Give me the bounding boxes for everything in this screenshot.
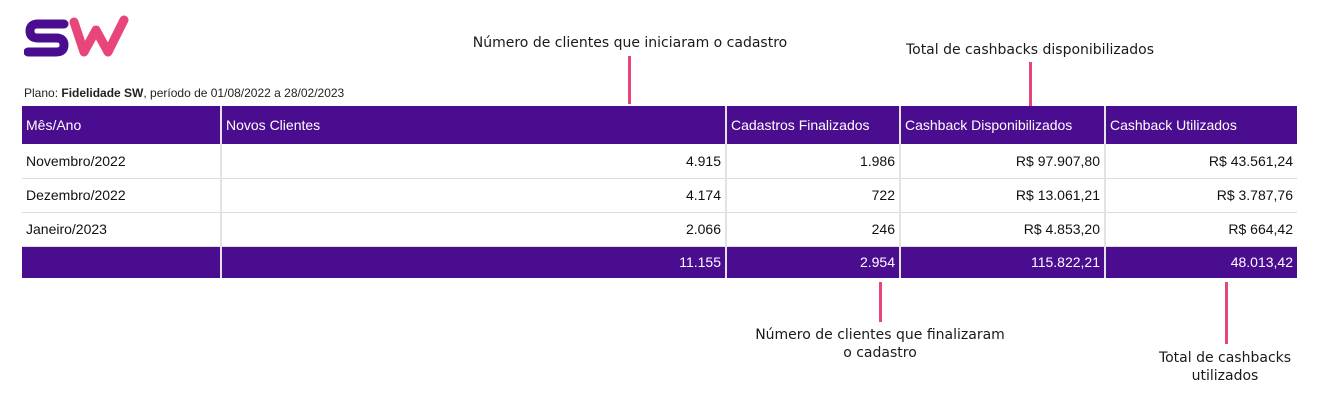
total-novos-clientes: 11.155 — [221, 246, 727, 278]
cell-cadastros-finalizados: 246 — [726, 212, 901, 247]
cell-cadastros-finalizados: 1.986 — [726, 144, 901, 179]
cell-cadastros-finalizados: 722 — [726, 178, 901, 213]
header-row: Mês/Ano Novos Clientes Cadastros Finaliz… — [22, 106, 1297, 144]
annotation-line-cadastros-finalizados — [879, 282, 882, 322]
header-mes-ano: Mês/Ano — [22, 106, 222, 144]
cell-mes-ano: Janeiro/2023 — [22, 212, 222, 247]
annotation-cadastros-finalizados-line2: o cadastro — [843, 345, 917, 361]
annotation-cashback-utilizados: Total de cashbacks utilizados — [1130, 349, 1317, 385]
annotation-novos-clientes: Número de clientes que iniciaram o cadas… — [472, 35, 788, 51]
annotation-cashback-utilizados-line1: Total de cashbacks — [1158, 350, 1292, 366]
header-cashback-utilizados: Cashback Utilizados — [1105, 106, 1297, 144]
cell-cashback-disponibilizados: R$ 97.907,80 — [900, 144, 1106, 179]
table-row: Novembro/2022 4.915 1.986 R$ 97.907,80 R… — [22, 144, 1297, 179]
header-cadastros-finalizados: Cadastros Finalizados — [726, 106, 901, 144]
annotation-line-cashback-disponibilizados — [1029, 62, 1032, 106]
totals-row: 11.155 2.954 115.822,21 48.013,42 — [22, 246, 1297, 278]
header-cashback-disponibilizados: Cashback Disponibilizados — [900, 106, 1106, 144]
annotation-line-cashback-utilizados — [1225, 282, 1228, 344]
annotation-cadastros-finalizados: Número de clientes que finalizaram o cad… — [720, 326, 1040, 362]
cell-cashback-utilizados: R$ 3.787,76 — [1105, 178, 1297, 213]
annotation-cashback-utilizados-line2: utilizados — [1191, 368, 1259, 384]
plan-info: Plano: Fidelidade SW, período de 01/08/2… — [24, 86, 344, 100]
cell-mes-ano: Dezembro/2022 — [22, 178, 222, 213]
cell-cashback-disponibilizados: R$ 13.061,21 — [900, 178, 1106, 213]
cell-novos-clientes: 2.066 — [221, 212, 727, 247]
total-cadastros-finalizados: 2.954 — [726, 246, 901, 278]
cell-mes-ano: Novembro/2022 — [22, 144, 222, 179]
total-cashback-utilizados: 48.013,42 — [1105, 246, 1297, 278]
annotation-line-novos-clientes — [628, 56, 631, 104]
cell-cashback-utilizados: R$ 43.561,24 — [1105, 144, 1297, 179]
plan-name: Fidelidade SW — [61, 86, 144, 100]
total-mes-ano — [22, 246, 222, 278]
cell-cashback-disponibilizados: R$ 4.853,20 — [900, 212, 1106, 247]
table-row: Dezembro/2022 4.174 722 R$ 13.061,21 R$ … — [22, 178, 1297, 213]
total-cashback-disponibilizados: 115.822,21 — [900, 246, 1106, 278]
cell-cashback-utilizados: R$ 664,42 — [1105, 212, 1297, 247]
plan-period: , período de 01/08/2022 a 28/02/2023 — [143, 86, 345, 100]
table-row: Janeiro/2023 2.066 246 R$ 4.853,20 R$ 66… — [22, 212, 1297, 247]
sw-logo — [24, 15, 129, 57]
cell-novos-clientes: 4.915 — [221, 144, 727, 179]
annotation-cadastros-finalizados-line1: Número de clientes que finalizaram — [755, 327, 1005, 343]
annotation-cashback-disponibilizados: Total de cashbacks disponibilizados — [905, 42, 1155, 58]
header-novos-clientes: Novos Clientes — [221, 106, 727, 144]
cell-novos-clientes: 4.174 — [221, 178, 727, 213]
report-table: Mês/Ano Novos Clientes Cadastros Finaliz… — [22, 106, 1297, 278]
plan-prefix: Plano: — [24, 86, 62, 100]
